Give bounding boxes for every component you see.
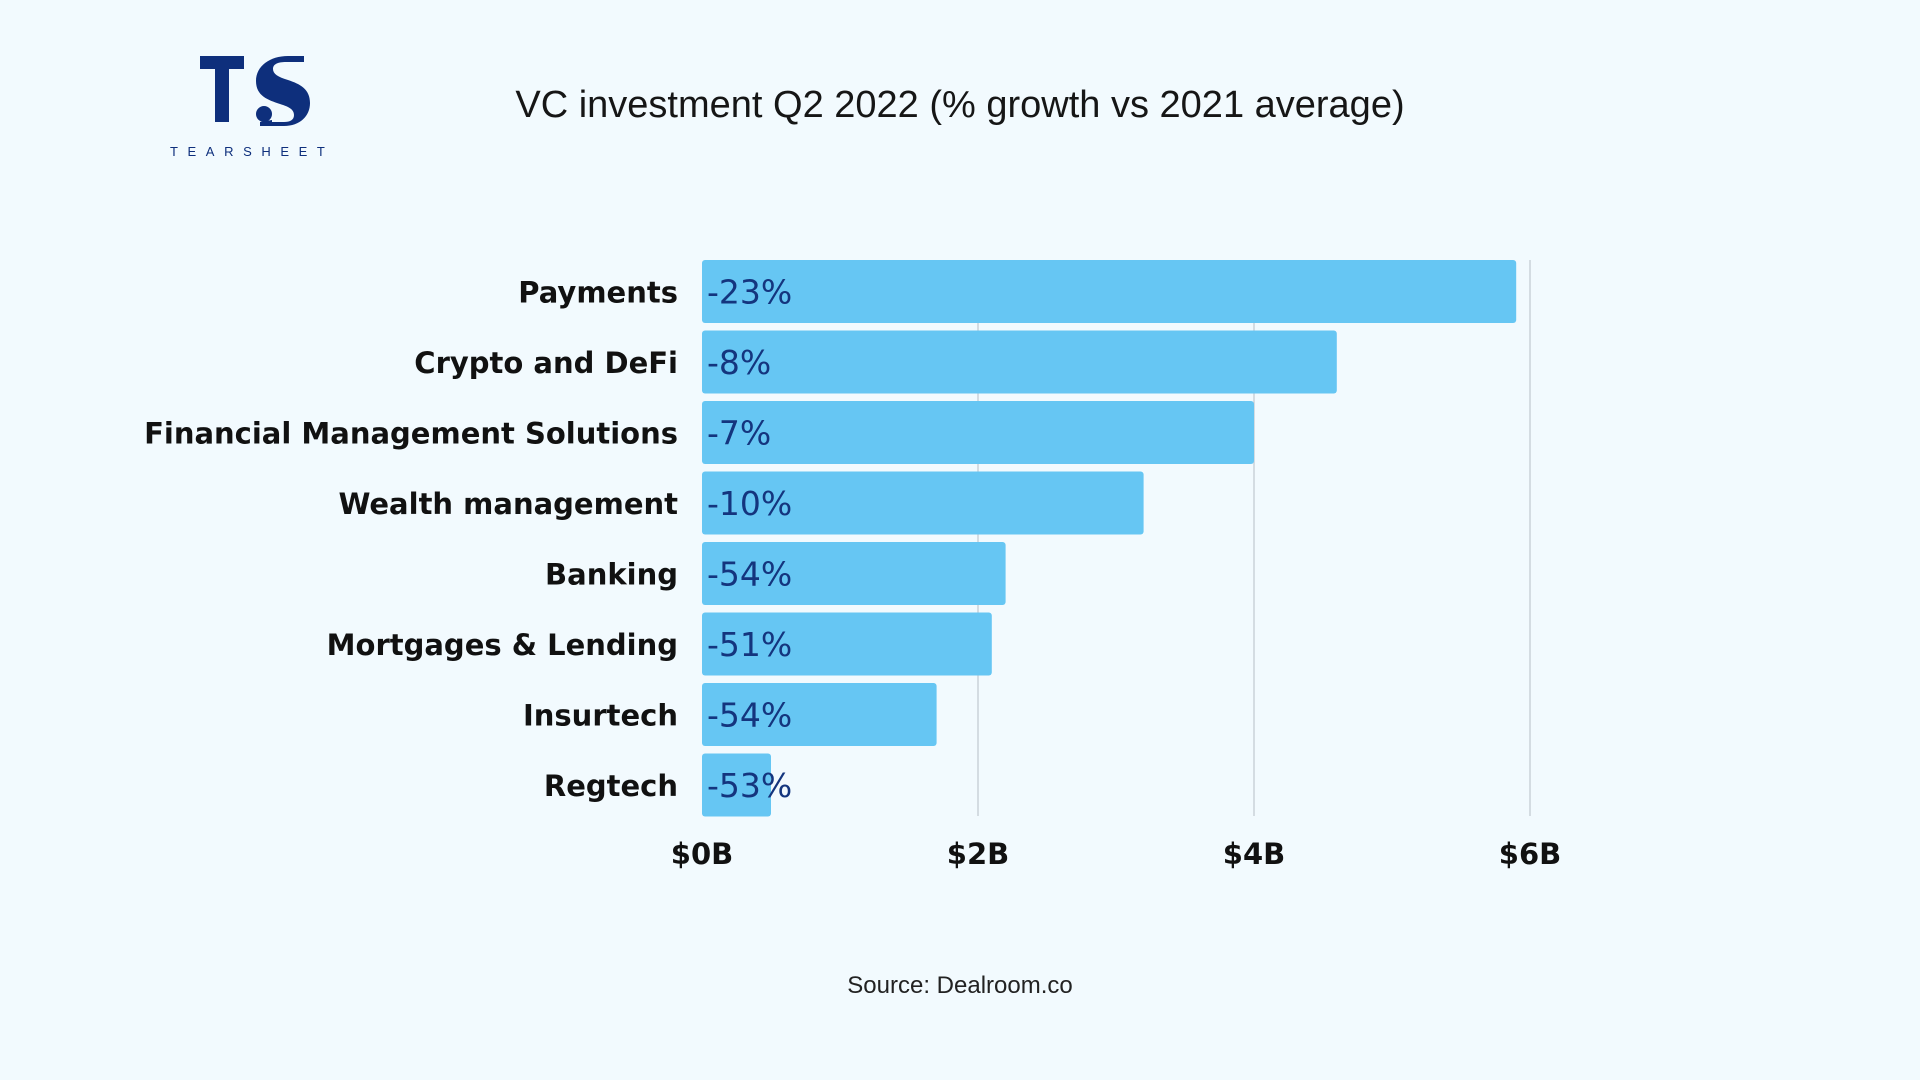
data-labels: -23% -8% -7% -10% -54% -51% -54% -53% (707, 273, 792, 806)
data-label: -7% (707, 414, 771, 453)
category-label: Wealth management (338, 487, 678, 521)
data-label: -54% (707, 696, 792, 735)
x-tick-label: $6B (1499, 837, 1561, 871)
data-label: -54% (707, 555, 792, 594)
data-label: -10% (707, 484, 792, 523)
category-label: Financial Management Solutions (144, 417, 678, 451)
source-note: Source: Dealroom.co (847, 972, 1073, 999)
bar (702, 471, 1144, 535)
data-label: -23% (707, 273, 792, 312)
category-label: Regtech (544, 769, 678, 803)
bar (702, 330, 1337, 394)
data-label: -8% (707, 343, 771, 382)
x-tick-label: $0B (671, 837, 733, 871)
x-tick-label: $4B (1223, 837, 1285, 871)
tearsheet-wordmark: TEARSHEET (170, 144, 335, 159)
ts-logo-mark-icon (200, 56, 310, 126)
category-label: Mortgages & Lending (327, 628, 678, 662)
data-label: -53% (707, 766, 792, 805)
category-label: Banking (545, 558, 678, 592)
x-tick-label: $2B (947, 837, 1009, 871)
bars (702, 260, 1517, 817)
bar (702, 753, 771, 817)
category-label: Payments (518, 276, 678, 310)
bar (702, 542, 1006, 605)
category-label: Insurtech (523, 699, 678, 733)
x-axis-tick-labels: $0B $2B $4B $6B (671, 837, 1561, 871)
bar (702, 612, 992, 676)
category-labels: Payments Crypto and DeFi Financial Managem… (144, 276, 678, 804)
bar (702, 683, 937, 746)
data-label: -51% (707, 625, 792, 664)
category-label: Crypto and DeFi (414, 346, 678, 380)
chart-title: VC investment Q2 2022 (% growth vs 2021 … (515, 84, 1405, 126)
bar (702, 401, 1254, 464)
tearsheet-logo: TEARSHEET (170, 52, 350, 162)
bar (702, 260, 1517, 323)
